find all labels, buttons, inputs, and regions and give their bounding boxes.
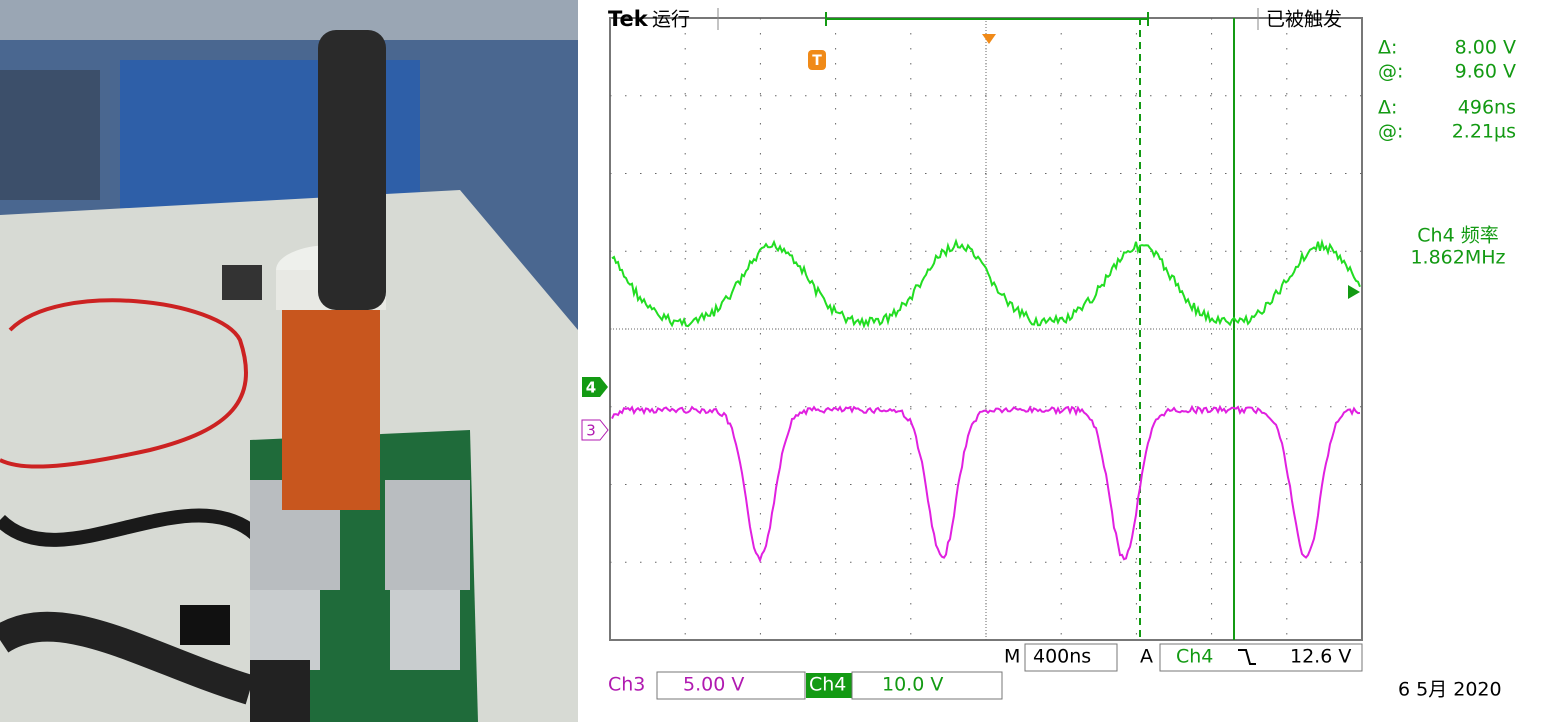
timebase-prefix: M <box>1004 646 1020 668</box>
ch3-marker <box>581 419 609 441</box>
readout-label: Δ: <box>1378 97 1397 119</box>
slope-icon <box>1238 649 1256 665</box>
readout-label: @: <box>1378 121 1403 143</box>
graticule <box>610 18 1362 640</box>
ch4-label: Ch4 <box>809 674 846 696</box>
measurement-value: 1.862MHz <box>1410 247 1505 269</box>
box <box>656 671 806 700</box>
trigger-marker-label: T <box>812 53 822 69</box>
trigger-source: Ch4 <box>1176 646 1213 668</box>
photo <box>0 0 578 722</box>
box <box>1159 643 1363 672</box>
date: 6 5月 2020 <box>1398 679 1502 701</box>
scope-bg <box>578 0 1543 722</box>
readout-label: @: <box>1378 61 1403 83</box>
box <box>851 671 1003 700</box>
ch3-label: Ch3 <box>608 674 645 696</box>
trigger-state: 已被触发 <box>1266 9 1342 31</box>
record-bar <box>825 12 1149 26</box>
ch4-scale: 10.0 V <box>882 674 943 696</box>
readout-label: Δ: <box>1378 37 1397 59</box>
readout-value: 2.21µs <box>1452 121 1516 143</box>
readout-value: 9.60 V <box>1455 61 1516 83</box>
ch3-marker-label: 3 <box>586 422 596 440</box>
readout-value: 8.00 V <box>1455 37 1516 59</box>
timebase: 400ns <box>1033 646 1091 668</box>
ch4-marker <box>582 377 608 397</box>
trigger-prefix: A <box>1140 646 1153 668</box>
brand: Tek <box>608 7 649 31</box>
ch4-marker-label: 4 <box>586 379 596 397</box>
ch3-scale: 5.00 V <box>683 674 744 696</box>
ch3-trace <box>611 404 1361 564</box>
status: 运行 <box>652 9 690 31</box>
ch4-badge <box>806 673 852 698</box>
trigger-pos <box>982 34 996 44</box>
readout-value: 496ns <box>1458 97 1516 119</box>
trigger-marker <box>808 50 826 70</box>
trigger-level: 12.6 V <box>1290 646 1351 668</box>
measurement-label: Ch4 频率 <box>1417 225 1498 247</box>
box <box>1024 643 1118 672</box>
ch4-trace <box>611 238 1361 329</box>
level-marker <box>1348 285 1360 299</box>
